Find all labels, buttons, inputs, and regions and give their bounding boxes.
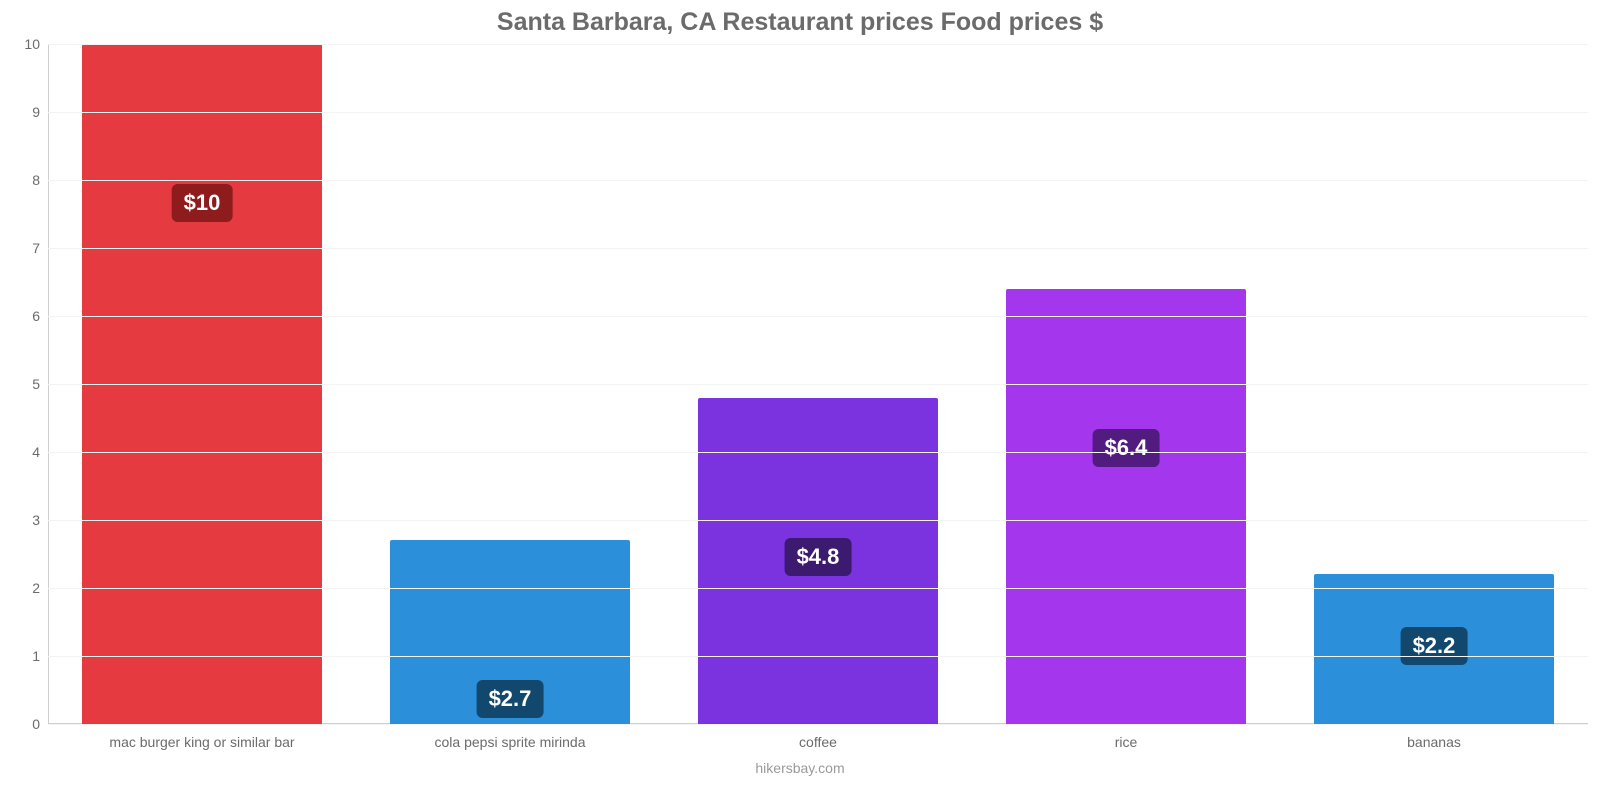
x-axis-labels: mac burger king or similar barcola pepsi… — [48, 734, 1588, 750]
y-tick-label: 9 — [4, 104, 40, 120]
gridline — [48, 656, 1588, 657]
attribution-text: hikersbay.com — [0, 760, 1600, 776]
gridline — [48, 248, 1588, 249]
bar: $6.4 — [1006, 289, 1246, 724]
x-tick-label: rice — [972, 734, 1280, 750]
y-tick-label: 2 — [4, 580, 40, 596]
plot-area: $10$2.7$4.8$6.4$2.2 012345678910 — [48, 44, 1588, 724]
y-tick-label: 8 — [4, 172, 40, 188]
gridline — [48, 112, 1588, 113]
x-tick-label: bananas — [1280, 734, 1588, 750]
y-tick-label: 10 — [4, 36, 40, 52]
bar: $2.2 — [1314, 574, 1554, 724]
value-badge: $10 — [172, 184, 233, 222]
value-badge: $4.8 — [785, 538, 852, 576]
gridline — [48, 520, 1588, 521]
gridline — [48, 724, 1588, 725]
gridline — [48, 44, 1588, 45]
y-tick-label: 7 — [4, 240, 40, 256]
gridline — [48, 588, 1588, 589]
y-tick-label: 5 — [4, 376, 40, 392]
value-badge: $2.7 — [477, 680, 544, 718]
x-tick-label: mac burger king or similar bar — [48, 734, 356, 750]
y-tick-label: 3 — [4, 512, 40, 528]
gridline — [48, 384, 1588, 385]
chart-container: Santa Barbara, CA Restaurant prices Food… — [0, 0, 1600, 800]
y-tick-label: 1 — [4, 648, 40, 664]
gridline — [48, 180, 1588, 181]
y-tick-label: 0 — [4, 716, 40, 732]
value-badge: $6.4 — [1093, 429, 1160, 467]
gridline — [48, 316, 1588, 317]
chart-title: Santa Barbara, CA Restaurant prices Food… — [0, 8, 1600, 37]
x-tick-label: coffee — [664, 734, 972, 750]
gridline — [48, 452, 1588, 453]
y-tick-label: 4 — [4, 444, 40, 460]
y-tick-label: 6 — [4, 308, 40, 324]
value-badge: $2.2 — [1401, 627, 1468, 665]
bar: $4.8 — [698, 398, 938, 724]
x-tick-label: cola pepsi sprite mirinda — [356, 734, 664, 750]
bar: $2.7 — [390, 540, 630, 724]
